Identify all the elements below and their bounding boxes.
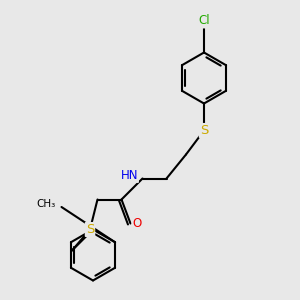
Text: HN: HN bbox=[121, 169, 138, 182]
Text: S: S bbox=[86, 223, 94, 236]
Text: O: O bbox=[133, 217, 142, 230]
Text: CH₃: CH₃ bbox=[36, 199, 56, 209]
Text: Cl: Cl bbox=[198, 14, 210, 28]
Text: S: S bbox=[200, 124, 208, 137]
